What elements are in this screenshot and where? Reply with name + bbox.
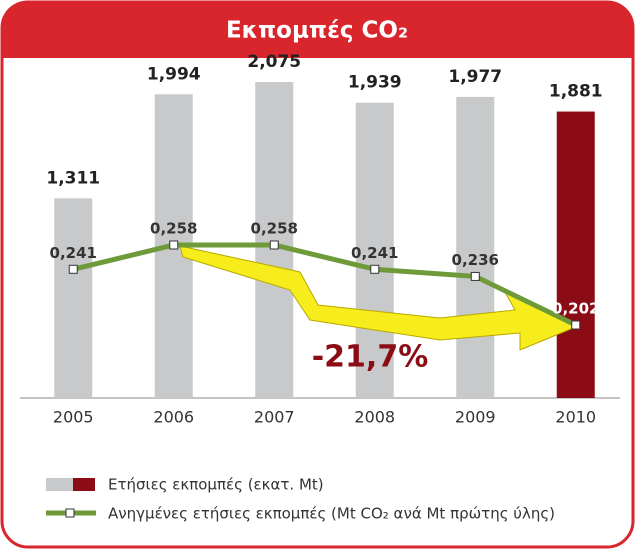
bar-value-label: 1,311 bbox=[46, 168, 100, 188]
x-tick-label: 2005 bbox=[53, 408, 94, 427]
legend-label: Ετήσιες εκπομπές (εκατ. Mt) bbox=[108, 476, 324, 494]
trend-arrow bbox=[179, 245, 580, 351]
line-value-label: 0,258 bbox=[251, 220, 298, 238]
x-tick-label: 2007 bbox=[254, 408, 295, 427]
bar bbox=[54, 198, 93, 398]
line-value-label: 0,241 bbox=[50, 244, 97, 262]
bar-value-label: 1,939 bbox=[348, 73, 402, 93]
line-value-label: 0,202 bbox=[552, 300, 599, 318]
line-point bbox=[470, 271, 480, 281]
legend-swatch bbox=[65, 508, 75, 518]
line-value-label: 0,258 bbox=[150, 220, 197, 238]
bar-value-label: 1,977 bbox=[448, 67, 502, 87]
line-point bbox=[169, 240, 179, 250]
bar bbox=[255, 82, 294, 398]
header bbox=[2, 2, 633, 58]
bar-value-label: 1,994 bbox=[147, 64, 201, 84]
bar-value-label: 2,075 bbox=[247, 52, 301, 72]
line-point bbox=[269, 240, 279, 250]
x-tick-label: 2006 bbox=[153, 408, 194, 427]
bar-value-label: 1,881 bbox=[549, 82, 603, 102]
line bbox=[72, 242, 577, 328]
line-point bbox=[370, 264, 380, 274]
bar bbox=[556, 111, 595, 398]
x-tick-label: 2009 bbox=[455, 408, 496, 427]
x-tick-label: 2010 bbox=[555, 408, 596, 427]
line-point bbox=[68, 264, 78, 274]
line-point bbox=[571, 320, 581, 330]
line-value-label: 0,236 bbox=[452, 251, 499, 269]
x-tick-label: 2008 bbox=[354, 408, 395, 427]
legend-label: Ανηγμένες ετήσιες εκπομπές (Mt CO₂ ανά M… bbox=[108, 505, 555, 523]
line-value-label: 0,241 bbox=[351, 244, 398, 262]
legend-swatch bbox=[73, 478, 95, 491]
legend-swatch bbox=[46, 478, 73, 491]
chart-title: Εκπομπές CO₂ bbox=[226, 18, 408, 44]
bar bbox=[355, 102, 394, 398]
annotation: -21,7% bbox=[312, 340, 429, 375]
bar bbox=[456, 96, 495, 398]
